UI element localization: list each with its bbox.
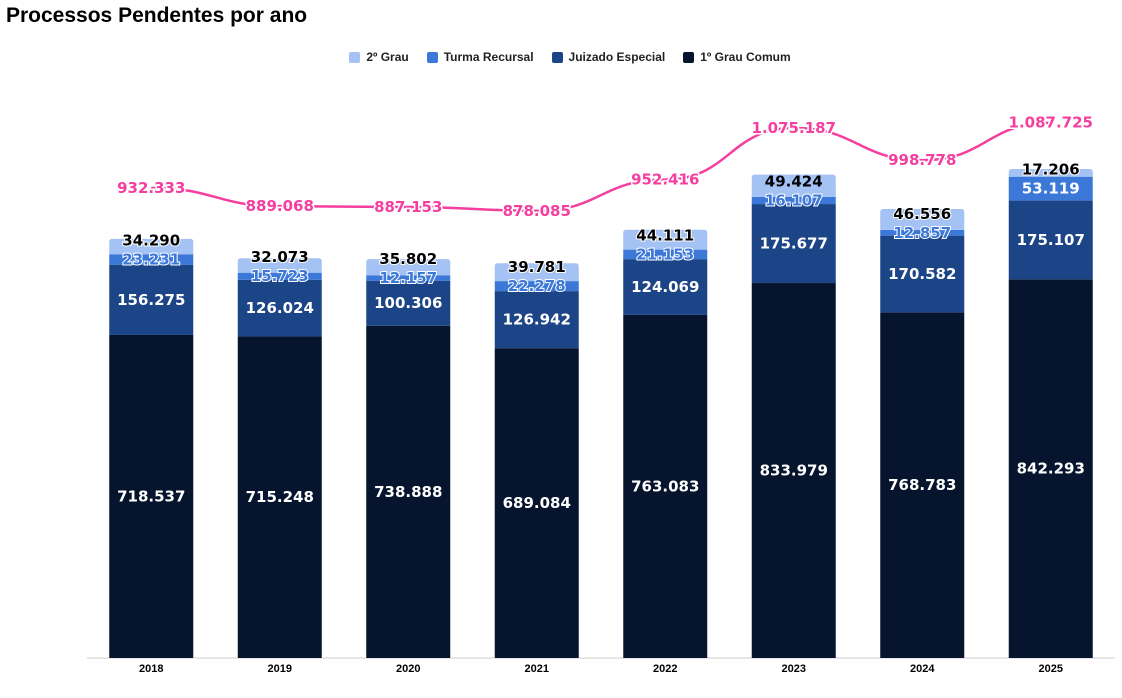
bar-segment	[109, 334, 194, 658]
data-label: 842.293	[1017, 460, 1085, 478]
data-label: 22.278	[508, 277, 566, 295]
data-label: 126.024	[246, 299, 314, 317]
data-label: 768.783	[888, 476, 956, 494]
data-label: 17.206	[1022, 161, 1080, 179]
data-label: 689.084	[503, 494, 571, 512]
data-label: 156.275	[117, 291, 185, 309]
legend-swatch	[349, 51, 361, 63]
bar-segment	[623, 259, 708, 315]
data-label: 12.157	[379, 269, 437, 287]
chart-title: Processos Pendentes por ano	[6, 4, 308, 27]
bar-segment	[751, 204, 836, 284]
bar-segment	[237, 336, 322, 658]
data-label: 175.677	[760, 235, 828, 253]
total-label: 952.416	[631, 171, 699, 189]
bar-segment	[880, 235, 965, 313]
total-label: 878.085	[503, 202, 571, 220]
data-label: 53.119	[1022, 180, 1080, 198]
data-label: 126.942	[503, 311, 571, 329]
data-label: 124.069	[631, 278, 699, 296]
bar-segment	[751, 283, 836, 658]
x-tick-label: 2024	[910, 663, 935, 675]
bar-segment	[109, 238, 194, 255]
legend-label: 2º Grau	[366, 50, 409, 64]
bar-segment	[237, 272, 322, 280]
data-label: 718.537	[117, 487, 185, 505]
data-label: 15.723	[251, 267, 309, 285]
legend-item[interactable]: 2º Grau	[349, 50, 409, 64]
data-label: 12.857	[893, 224, 951, 242]
x-tick-label: 2019	[268, 663, 292, 675]
bar-segment	[751, 196, 836, 205]
x-tick-label: 2025	[1039, 663, 1063, 675]
data-label: 39.781	[508, 258, 566, 276]
total-label: 887.153	[374, 198, 442, 216]
total-label: 889.068	[246, 197, 314, 215]
x-tick-label: 2023	[782, 663, 806, 675]
legend-swatch	[426, 51, 438, 63]
total-label: 1.087.725	[1009, 114, 1093, 132]
bar-segment	[366, 280, 451, 326]
data-label: 35.802	[379, 250, 437, 268]
x-tick-label: 2020	[396, 663, 420, 675]
bar-segment	[237, 279, 322, 337]
bar-segment	[109, 264, 194, 335]
legend-label: 1º Grau Comum	[700, 50, 791, 64]
bar-segment	[1008, 200, 1093, 280]
bar-segment	[880, 208, 965, 230]
legend-swatch	[551, 51, 563, 63]
data-label: 715.248	[246, 488, 314, 506]
bar-segment	[494, 291, 579, 349]
legend-label: Juizado Especial	[568, 50, 666, 64]
data-label: 100.306	[374, 294, 442, 312]
data-label: 44.111	[636, 226, 694, 244]
data-label: 170.582	[888, 265, 956, 283]
bar-segment	[623, 229, 708, 250]
legend-item[interactable]: 1º Grau Comum	[683, 50, 791, 64]
data-label: 16.107	[765, 191, 823, 209]
total-label: 998.778	[888, 151, 956, 169]
data-label: 21.153	[636, 245, 694, 263]
bar-segment	[494, 348, 579, 658]
data-label: 32.073	[251, 248, 309, 266]
bar-segment	[1008, 279, 1093, 658]
bar-segment	[1008, 168, 1093, 177]
bar-segment	[237, 258, 322, 273]
bar-segment	[880, 312, 965, 658]
data-label: 175.107	[1017, 231, 1085, 249]
legend: 2º Grau Turma Recursal Juizado Especial 1º …	[0, 50, 1122, 64]
bar-segment	[494, 281, 579, 292]
legend-item[interactable]: Turma Recursal	[426, 50, 534, 64]
bar-segment	[751, 174, 836, 197]
legend-swatch	[683, 51, 695, 63]
data-label: 738.888	[374, 483, 442, 501]
bar-segment	[494, 263, 579, 282]
x-tick-label: 2022	[653, 663, 677, 675]
bar-segment	[623, 314, 708, 658]
bar-segment	[623, 249, 708, 260]
total-label: 1.075.187	[752, 119, 836, 137]
data-label: 34.290	[122, 231, 180, 249]
x-tick-label: 2018	[139, 663, 163, 675]
data-label: 46.556	[893, 205, 951, 223]
total-line	[151, 121, 1051, 213]
total-label: 932.333	[117, 179, 185, 197]
bar-segment	[366, 275, 451, 281]
data-label: 833.979	[760, 462, 828, 480]
data-label: 49.424	[765, 172, 823, 190]
legend-item[interactable]: Juizado Especial	[551, 50, 666, 64]
bar-segment	[109, 254, 194, 265]
x-tick-label: 2021	[525, 663, 549, 675]
bar-segment	[366, 259, 451, 276]
bar-segment	[1008, 176, 1093, 201]
legend-label: Turma Recursal	[443, 50, 534, 64]
bar-segment	[880, 229, 965, 236]
data-label: 23.231	[122, 250, 180, 268]
data-label: 763.083	[631, 477, 699, 495]
bar-segment	[366, 325, 451, 658]
